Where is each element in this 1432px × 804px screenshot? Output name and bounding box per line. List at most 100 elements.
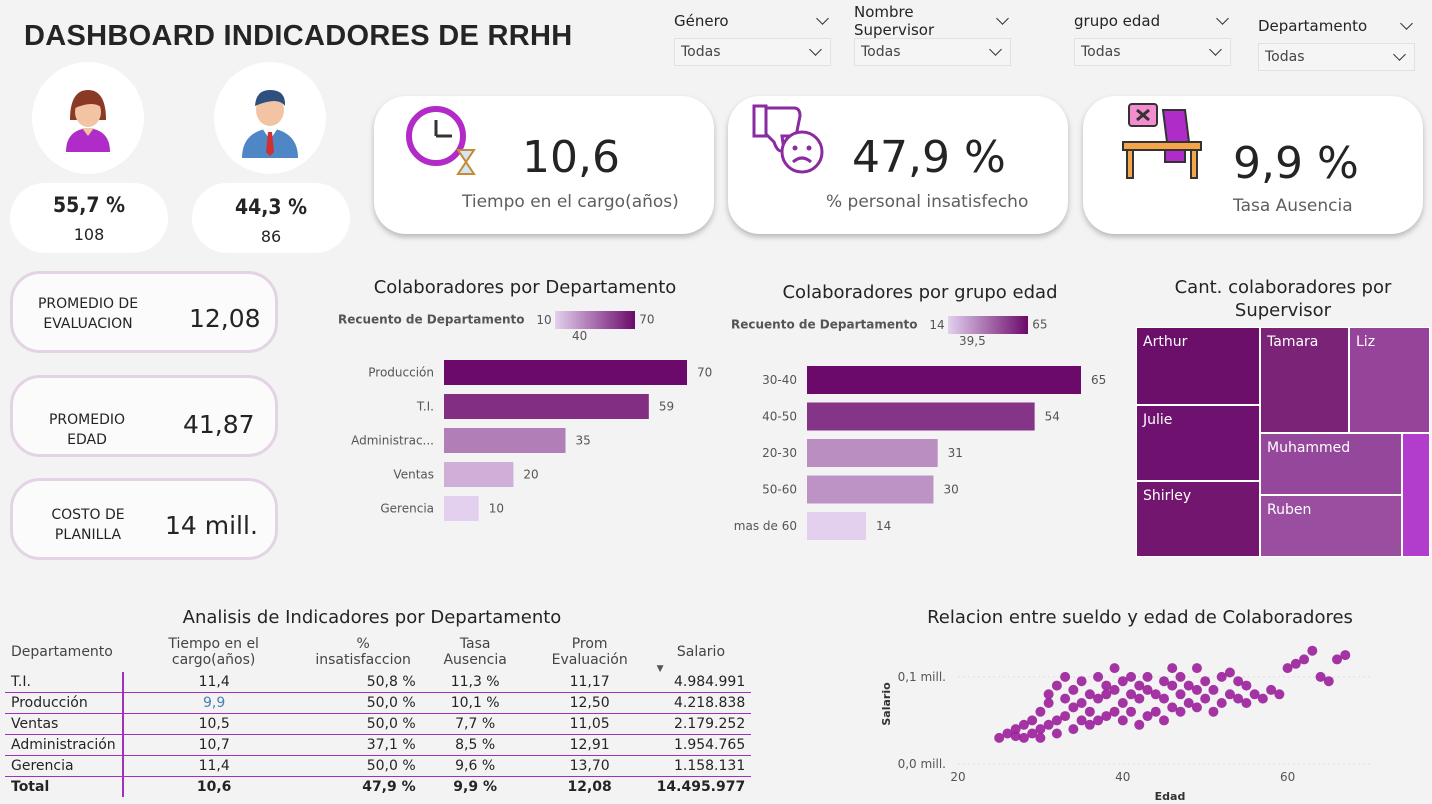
- scatter-point[interactable]: [1084, 706, 1095, 717]
- col-salario[interactable]: Salario ▼: [651, 632, 752, 674]
- scatter-point[interactable]: [1018, 732, 1029, 743]
- treemap-cell[interactable]: Ruben: [1260, 495, 1402, 557]
- scatter-point[interactable]: [1315, 671, 1326, 682]
- bar[interactable]: [807, 439, 938, 467]
- col-evaluacion[interactable]: Prom Evaluación: [551, 636, 628, 668]
- scatter-point[interactable]: [1224, 689, 1235, 700]
- scatter-point[interactable]: [1200, 676, 1211, 687]
- scatter-point[interactable]: [1060, 671, 1071, 682]
- scatter-point[interactable]: [1126, 671, 1137, 682]
- bar[interactable]: [444, 394, 649, 419]
- col-insatisfaccion[interactable]: % insatisfaccion: [315, 636, 411, 668]
- scatter-point[interactable]: [1183, 680, 1194, 691]
- treemap-cell[interactable]: Arthur: [1136, 327, 1260, 405]
- scatter-point[interactable]: [1332, 654, 1343, 665]
- bar[interactable]: [807, 366, 1081, 394]
- bar[interactable]: [807, 512, 867, 540]
- scatter-point[interactable]: [1216, 671, 1227, 682]
- scatter-point[interactable]: [1101, 689, 1112, 700]
- scatter-point[interactable]: [1051, 728, 1062, 739]
- scatter-point[interactable]: [1093, 715, 1104, 726]
- scatter-point[interactable]: [1323, 676, 1334, 687]
- scatter-point[interactable]: [1233, 693, 1244, 704]
- scatter-point[interactable]: [1159, 693, 1169, 704]
- bar[interactable]: [444, 462, 514, 487]
- scatter-point[interactable]: [1167, 663, 1178, 674]
- scatter-point[interactable]: [1101, 680, 1112, 691]
- scatter-point[interactable]: [1035, 706, 1046, 717]
- scatter-point[interactable]: [1134, 719, 1145, 730]
- col-tiempo[interactable]: Tiempo en el cargo(años): [168, 636, 259, 668]
- scatter-point[interactable]: [1117, 698, 1128, 708]
- scatter-point[interactable]: [1274, 689, 1285, 700]
- scatter-point[interactable]: [1224, 667, 1235, 678]
- scatter-point[interactable]: [1249, 689, 1260, 700]
- scatter-point[interactable]: [1035, 724, 1046, 735]
- table-row[interactable]: Producción 9,9 50,0 % 10,1 % 12,50 4.218.838: [5, 692, 752, 714]
- scatter-point[interactable]: [1002, 728, 1013, 739]
- scatter-point[interactable]: [1035, 732, 1046, 743]
- scatter-point[interactable]: [1299, 654, 1310, 665]
- scatter-point[interactable]: [1307, 645, 1318, 656]
- scatter-point[interactable]: [1208, 684, 1219, 695]
- scatter-point[interactable]: [1282, 663, 1293, 674]
- treemap-cell[interactable]: Tamara: [1260, 327, 1349, 433]
- scatter-point[interactable]: [1068, 724, 1079, 735]
- table-row[interactable]: Ventas 10,5 50,0 % 7,7 % 11,05 2.179.252: [5, 713, 752, 735]
- scatter-point[interactable]: [1208, 706, 1219, 717]
- scatter-point[interactable]: [1142, 684, 1153, 695]
- scatter-point[interactable]: [1191, 684, 1202, 695]
- scatter-point[interactable]: [1233, 676, 1244, 687]
- scatter-point[interactable]: [1076, 715, 1087, 726]
- scatter-point[interactable]: [1109, 684, 1120, 695]
- scatter-point[interactable]: [1134, 693, 1145, 704]
- treemap-cell[interactable]: Liz: [1349, 327, 1430, 433]
- scatter-point[interactable]: [1126, 706, 1137, 717]
- scatter-point[interactable]: [1216, 698, 1227, 708]
- scatter-point[interactable]: [1043, 719, 1054, 730]
- chevron-down-icon[interactable]: [1400, 17, 1413, 30]
- scatter-point[interactable]: [1134, 680, 1145, 691]
- scatter-point[interactable]: [1126, 689, 1137, 700]
- scatter-point[interactable]: [1175, 689, 1186, 700]
- bar[interactable]: [807, 402, 1035, 431]
- treemap-cell[interactable]: Julie: [1136, 405, 1260, 481]
- chevron-down-icon[interactable]: [816, 12, 829, 25]
- sort-desc-icon[interactable]: ▼: [656, 664, 664, 674]
- scatter-point[interactable]: [1175, 706, 1186, 717]
- filter-grupo-edad[interactable]: grupo edad Todas: [1074, 10, 1231, 66]
- scatter-point[interactable]: [1027, 715, 1038, 726]
- scatter-point[interactable]: [1167, 702, 1178, 713]
- filter-dropdown[interactable]: Todas: [854, 38, 1011, 66]
- scatter-point[interactable]: [1159, 715, 1169, 726]
- table-row[interactable]: T.I. 11,4 50,8 % 11,3 % 11,17 4.984.991: [5, 672, 752, 693]
- col-departamento[interactable]: Departamento: [11, 644, 113, 660]
- chevron-down-icon[interactable]: [996, 12, 1009, 25]
- col-ausencia[interactable]: Tasa Ausencia: [443, 636, 507, 668]
- scatter-point[interactable]: [1191, 663, 1202, 674]
- scatter-point[interactable]: [1109, 706, 1120, 717]
- scatter-point[interactable]: [1068, 702, 1079, 713]
- scatter-point[interactable]: [1018, 719, 1029, 730]
- treemap-cell[interactable]: Muhammed: [1260, 433, 1402, 495]
- scatter-point[interactable]: [1068, 684, 1079, 695]
- scatter-point[interactable]: [1043, 698, 1054, 708]
- table-row[interactable]: Gerencia 11,4 50,0 % 9,6 % 13,70 1.158.131: [5, 755, 752, 777]
- scatter-point[interactable]: [1290, 658, 1301, 669]
- scatter-point[interactable]: [1084, 719, 1095, 730]
- scatter-point[interactable]: [1150, 706, 1161, 717]
- bar[interactable]: [444, 360, 687, 385]
- table-row[interactable]: Administración 10,7 37,1 % 8,5 % 12,91 1.954.…: [5, 734, 752, 756]
- scatter-point[interactable]: [1266, 684, 1277, 695]
- scatter-point[interactable]: [1117, 715, 1128, 726]
- chevron-down-icon[interactable]: [1216, 12, 1229, 25]
- scatter-point[interactable]: [1101, 711, 1112, 722]
- scatter-point[interactable]: [1051, 715, 1062, 726]
- treemap-cell-small[interactable]: [1402, 433, 1430, 557]
- scatter-point[interactable]: [1150, 689, 1161, 700]
- scatter-point[interactable]: [1175, 671, 1186, 682]
- scatter-point[interactable]: [1060, 711, 1071, 722]
- scatter-point[interactable]: [1241, 698, 1252, 708]
- scatter-point[interactable]: [1159, 676, 1169, 687]
- scatter-point[interactable]: [1191, 702, 1202, 713]
